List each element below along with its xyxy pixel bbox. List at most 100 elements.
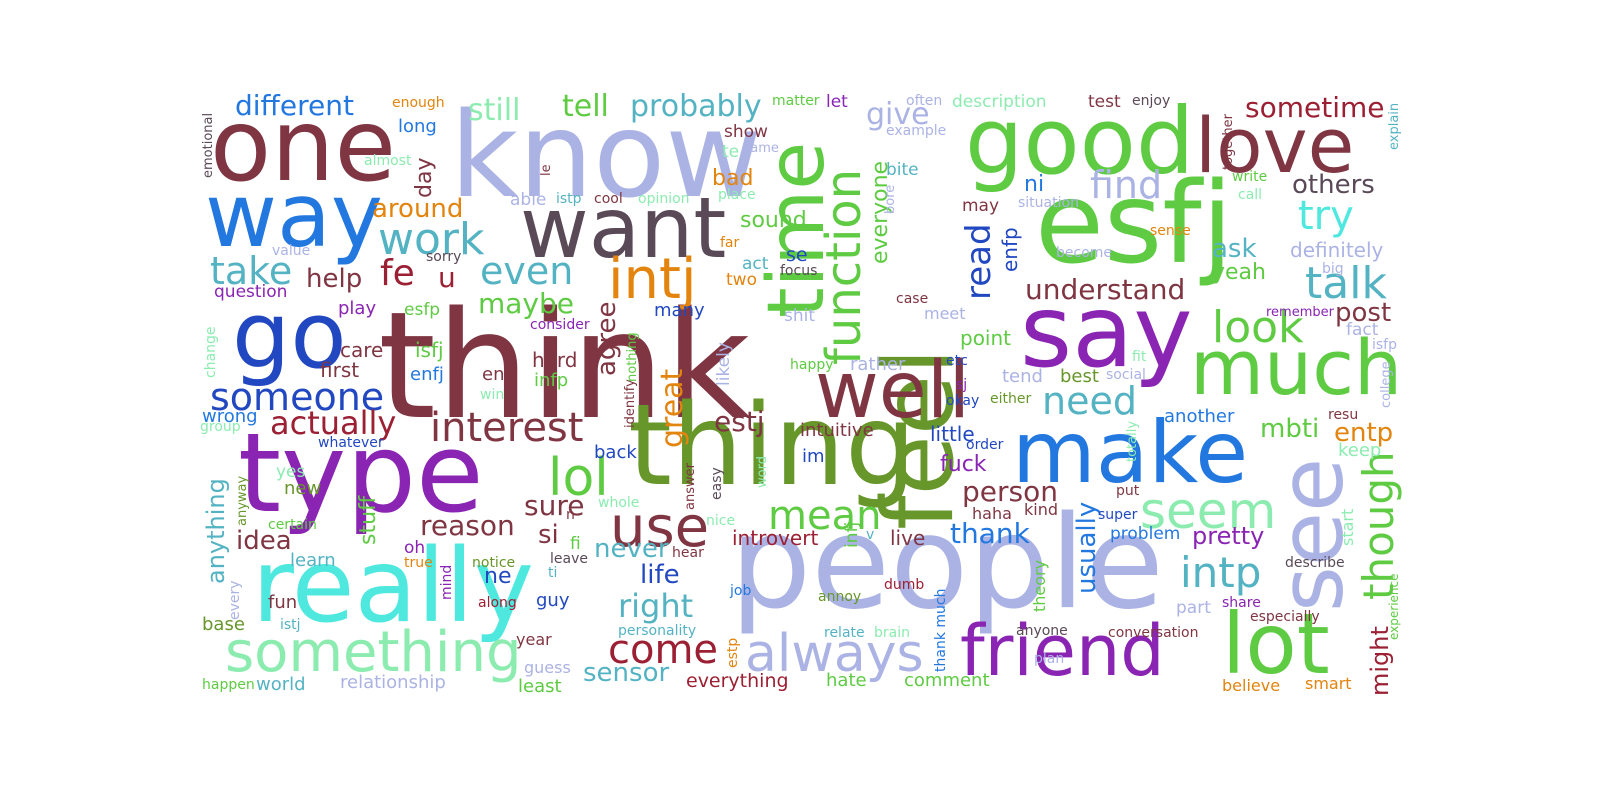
word-answer: answer — [683, 463, 698, 510]
word-around: around — [372, 194, 464, 224]
word-dumb: dumb — [884, 577, 925, 593]
word-im: im — [802, 446, 825, 467]
word-definitely: definitely — [1290, 238, 1384, 262]
word-become: become — [1056, 245, 1113, 261]
word-understand: understand — [1025, 273, 1186, 306]
word-different: different — [235, 89, 354, 122]
word-almost: almost — [364, 153, 412, 169]
word-intuitive: intuitive — [800, 420, 874, 441]
word-everything: everything — [686, 670, 789, 692]
word-okay: okay — [946, 393, 980, 409]
word-fe: fe — [380, 253, 415, 294]
word-able: able — [510, 190, 547, 210]
word-intj: intj — [608, 247, 697, 312]
word-place: place — [718, 187, 756, 203]
word-theory: theory — [1030, 559, 1049, 612]
word-thing: thing — [628, 381, 917, 511]
word-well: well — [815, 346, 971, 436]
word-act: act — [742, 254, 769, 274]
word-friend: friend — [960, 610, 1165, 692]
word-want: want — [520, 179, 727, 277]
word-find: find — [1090, 163, 1163, 207]
word-super: super — [1098, 507, 1138, 523]
word-every: every — [227, 580, 243, 620]
word-much: much — [1190, 323, 1403, 412]
word-nice: nice — [706, 513, 736, 529]
word-haha: haha — [972, 504, 1012, 523]
word-order: order — [966, 437, 1004, 453]
word-talk: talk — [1305, 258, 1387, 309]
word-usually: usually — [1072, 501, 1102, 594]
word-stuff: stuff — [356, 495, 381, 545]
word-actually: actually — [270, 404, 397, 442]
word-come: come — [608, 627, 719, 673]
word-mbti: mbti — [1260, 414, 1320, 444]
word-happen: happen — [202, 677, 255, 693]
word-good: good — [965, 88, 1195, 195]
word-interest: interest — [430, 405, 584, 451]
word-isfj: isfj — [415, 338, 444, 362]
word-plan: plan — [1034, 651, 1065, 667]
word-u: u — [438, 261, 456, 294]
word-ne: ne — [484, 564, 512, 589]
word-think: think — [378, 280, 751, 452]
word-fi: fi — [570, 534, 581, 554]
word-guy: guy — [536, 590, 570, 611]
word-leave: leave — [550, 551, 588, 567]
word-istp: istp — [556, 191, 582, 207]
word-whole: whole — [598, 495, 640, 511]
word-still: still — [468, 93, 521, 128]
word-fact: fact — [1346, 320, 1379, 340]
word-really: really — [252, 527, 534, 646]
word-know: know — [450, 86, 762, 224]
word-college: college — [1379, 361, 1394, 408]
word-believe: believe — [1222, 676, 1281, 695]
word-work: work — [378, 214, 485, 265]
word-two: two — [726, 270, 757, 290]
word-fuck: fuck — [940, 452, 987, 477]
word-look: look — [1212, 302, 1304, 353]
word-true: true — [404, 555, 433, 571]
word-matter: matter — [772, 93, 820, 109]
word-make: make — [1012, 403, 1249, 503]
word-enfp: enfp — [998, 227, 1022, 272]
word-end: end — [482, 364, 516, 385]
word-anyone: anyone — [1016, 623, 1068, 639]
word-sj: sj — [956, 377, 968, 393]
word-play: play — [338, 298, 377, 319]
word-meet: meet — [924, 304, 966, 323]
word-cool: cool — [594, 191, 623, 207]
word-day: day — [412, 157, 437, 198]
word-shit: shit — [784, 306, 816, 326]
word-mean: mean — [768, 493, 882, 539]
word-people: people — [730, 489, 1164, 638]
word-n: n — [566, 507, 575, 523]
word-right: right — [618, 587, 694, 625]
word-value: value — [272, 243, 311, 259]
word-explain: explain — [1387, 102, 1402, 150]
word-resu: resu — [1328, 407, 1359, 423]
word-infp: infp — [534, 370, 569, 391]
word-type: type — [238, 409, 484, 537]
word-either: either — [990, 391, 1032, 407]
word-sure: sure — [524, 489, 585, 522]
word-change: change — [203, 326, 219, 378]
word-idea: idea — [236, 526, 292, 556]
word-question: question — [214, 282, 288, 302]
word-agree: agree — [592, 301, 622, 376]
word-others: others — [1292, 170, 1375, 200]
word-social: social — [1106, 367, 1146, 383]
word-write: write — [1232, 169, 1268, 185]
word-lot: lot — [1222, 595, 1330, 693]
word-experience: experience — [1387, 573, 1401, 640]
word-maybe: maybe — [478, 287, 575, 320]
word-lol: lol — [548, 448, 609, 508]
word-life: life — [640, 560, 680, 590]
word-certain: certain — [268, 517, 317, 533]
word-relate: relate — [824, 625, 865, 641]
word-use: use — [610, 495, 710, 560]
word-fit: fit — [1132, 349, 1147, 365]
word-hate: hate — [826, 670, 867, 691]
word-smart: smart — [1305, 674, 1352, 693]
word-ti: ti — [548, 565, 558, 581]
